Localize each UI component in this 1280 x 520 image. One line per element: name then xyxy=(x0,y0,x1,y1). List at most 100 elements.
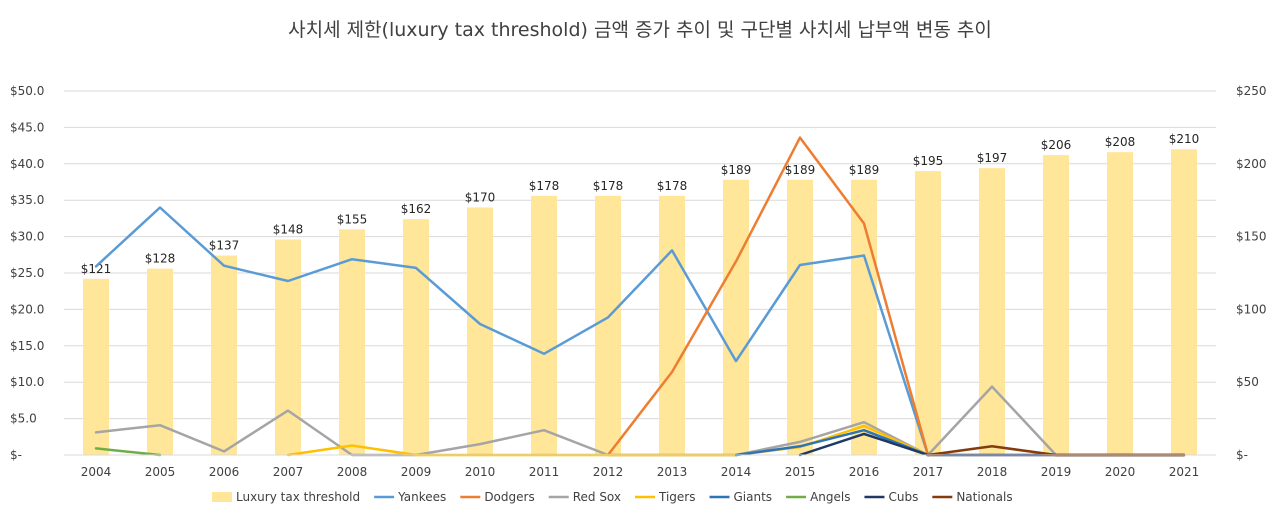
x-tick-label: 2007 xyxy=(273,465,304,479)
legend-item: Red Sox xyxy=(548,490,621,504)
legend-item: Tigers xyxy=(635,490,696,504)
x-tick-label: 2013 xyxy=(657,465,688,479)
legend-item: Angels xyxy=(786,490,850,504)
legend-label: Cubs xyxy=(888,490,918,504)
bar-data-label: $195 xyxy=(913,154,944,168)
bar-labels: $121 $128 $137 $148 $155 $162 $170 $178 $178 $178… xyxy=(81,132,1200,276)
left-tick-label: $40.0 xyxy=(10,157,44,171)
bar-data-label: $178 xyxy=(593,179,624,193)
line-angels xyxy=(94,447,162,457)
bar xyxy=(851,179,877,456)
right-tick-label: $150 xyxy=(1236,230,1267,244)
left-tick-label: $45.0 xyxy=(10,120,44,134)
legend-label: Nationals xyxy=(956,490,1012,504)
legend-item: Cubs xyxy=(864,490,918,504)
bar xyxy=(339,229,365,455)
line-dodgers xyxy=(606,136,930,457)
x-tick-label: 2010 xyxy=(465,465,496,479)
legend-item: Giants xyxy=(709,490,773,504)
legend-label: Angels xyxy=(810,490,850,504)
x-tick-label: 2011 xyxy=(529,465,560,479)
bar xyxy=(787,179,813,456)
x-tick-label: 2014 xyxy=(721,465,752,479)
legend-item: Yankees xyxy=(374,490,446,504)
left-tick-label: $25.0 xyxy=(10,266,44,280)
right-tick-label: $200 xyxy=(1236,157,1267,171)
legend-label: Dodgers xyxy=(484,490,534,504)
legend-label: Luxury tax threshold xyxy=(236,490,360,504)
bar xyxy=(211,255,237,455)
bar-data-label: $189 xyxy=(785,163,816,177)
x-tick-label: 2021 xyxy=(1169,465,1200,479)
bar xyxy=(1171,149,1197,456)
right-tick-label: $50 xyxy=(1236,375,1259,389)
bar xyxy=(1107,152,1133,456)
bar-data-label: $178 xyxy=(529,179,560,193)
left-tick-label: $10.0 xyxy=(10,375,44,389)
bar xyxy=(467,207,493,455)
x-axis: 2004 2005 2006 2007 2008 2009 2010 2011 2012 2013… xyxy=(64,454,1216,479)
x-tick-label: 2006 xyxy=(209,465,240,479)
bar xyxy=(147,268,173,455)
bar-data-label: $208 xyxy=(1105,135,1136,149)
right-tick-label: $- xyxy=(1236,448,1248,462)
left-tick-label: $35.0 xyxy=(10,193,44,207)
bar xyxy=(1043,155,1069,455)
chart-title: 사치세 제한(luxury tax threshold) 금액 증가 추이 및 … xyxy=(288,19,992,41)
left-tick-label: $5.0 xyxy=(10,412,37,426)
bar xyxy=(595,195,621,455)
bar xyxy=(915,171,941,455)
bar-data-label: $128 xyxy=(145,252,176,266)
right-axis: $- $50 $100 $150 $200 $250 xyxy=(1236,84,1267,462)
bar-data-label: $121 xyxy=(81,262,112,276)
left-tick-label: $- xyxy=(10,448,22,462)
bar xyxy=(723,179,749,456)
left-tick-label: $15.0 xyxy=(10,339,44,353)
x-tick-label: 2015 xyxy=(785,465,816,479)
bar-data-label: $170 xyxy=(465,190,496,204)
line-series xyxy=(94,136,1186,457)
left-axis: $- $5.0 $10.0 $15.0 $20.0 $25.0 $30.0 $35.0 $40.… xyxy=(10,84,44,462)
right-tick-label: $250 xyxy=(1236,84,1267,98)
legend: Luxury tax threshold Yankees Dodgers Red So… xyxy=(212,490,1013,504)
left-tick-label: $50.0 xyxy=(10,84,44,98)
bar-data-label: $155 xyxy=(337,212,368,226)
bar xyxy=(83,278,109,455)
legend-label: Tigers xyxy=(658,490,695,504)
bar-data-label: $197 xyxy=(977,151,1008,165)
x-tick-label: 2019 xyxy=(1041,465,1072,479)
bar-series xyxy=(83,149,1197,456)
left-tick-label: $20.0 xyxy=(10,302,44,316)
bar-data-label: $162 xyxy=(401,202,432,216)
x-tick-label: 2018 xyxy=(977,465,1008,479)
legend-label: Red Sox xyxy=(573,490,621,504)
x-tick-label: 2012 xyxy=(593,465,624,479)
x-tick-label: 2009 xyxy=(401,465,432,479)
bar-data-label: $148 xyxy=(273,223,304,237)
x-tick-label: 2005 xyxy=(145,465,176,479)
legend-item: Dodgers xyxy=(460,490,535,504)
bar xyxy=(659,195,685,455)
x-tick-label: 2020 xyxy=(1105,465,1136,479)
bar xyxy=(403,219,429,455)
bar-data-label: $206 xyxy=(1041,138,1072,152)
right-tick-label: $100 xyxy=(1236,302,1267,316)
bar-data-label: $210 xyxy=(1169,132,1200,146)
legend-label: Yankees xyxy=(397,490,446,504)
legend-label: Giants xyxy=(734,490,773,504)
bar xyxy=(531,195,557,455)
line-yankees xyxy=(94,206,930,457)
bar xyxy=(979,168,1005,455)
legend-item: Nationals xyxy=(932,490,1013,504)
bar-data-label: $137 xyxy=(209,239,240,253)
line-giants xyxy=(734,428,930,457)
bar-data-label: $189 xyxy=(721,163,752,177)
bar-data-label: $178 xyxy=(657,179,688,193)
line-red-sox xyxy=(94,385,1186,457)
legend-swatch xyxy=(212,492,232,502)
x-tick-label: 2017 xyxy=(913,465,944,479)
x-tick-label: 2004 xyxy=(81,465,112,479)
left-tick-label: $30.0 xyxy=(10,230,44,244)
